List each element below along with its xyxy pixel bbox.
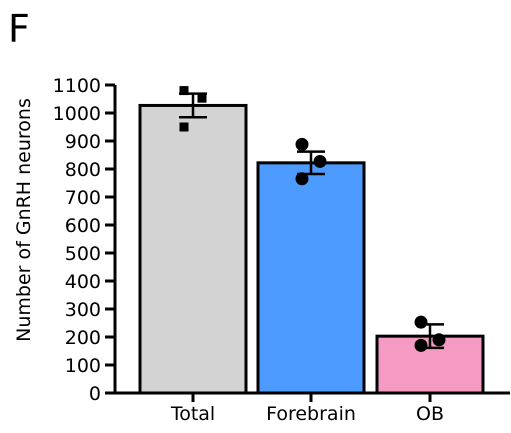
y-tick-label: 300 — [65, 299, 101, 321]
bar-total — [138, 103, 248, 395]
data-point — [197, 93, 207, 103]
data-point — [179, 122, 189, 132]
bar-forebrain — [256, 161, 366, 395]
y-tick-label: 900 — [65, 131, 101, 153]
y-tick-label: 0 — [89, 383, 101, 405]
data-point — [313, 154, 327, 168]
data-point — [295, 137, 309, 151]
data-point — [295, 172, 309, 186]
y-tick-label: 800 — [65, 159, 101, 181]
y-tick-label: 200 — [65, 327, 101, 349]
y-tick-label: 100 — [65, 355, 101, 377]
bars — [138, 103, 485, 395]
panel-label: F — [8, 7, 30, 51]
tick-labels: 0 100 200 300 400 500 600 700 800 900 1000 1100 Tota… — [53, 75, 444, 425]
y-tick-label: 700 — [65, 187, 101, 209]
y-tick-label: 1000 — [53, 103, 101, 125]
x-tick-label: Total — [170, 403, 215, 425]
x-tick-label: Forebrain — [266, 403, 356, 425]
y-axis-label: Number of GnRH neurons — [13, 98, 35, 342]
data-point — [179, 86, 189, 96]
data-point — [414, 338, 428, 352]
y-tick-label: 600 — [65, 215, 101, 237]
y-tick-label: 400 — [65, 271, 101, 293]
y-tick-label: 500 — [65, 243, 101, 265]
y-tick-label: 1100 — [53, 75, 101, 97]
data-point — [432, 333, 446, 347]
x-tick-label: OB — [416, 403, 444, 425]
data-point — [414, 315, 428, 329]
data-points — [179, 86, 446, 352]
